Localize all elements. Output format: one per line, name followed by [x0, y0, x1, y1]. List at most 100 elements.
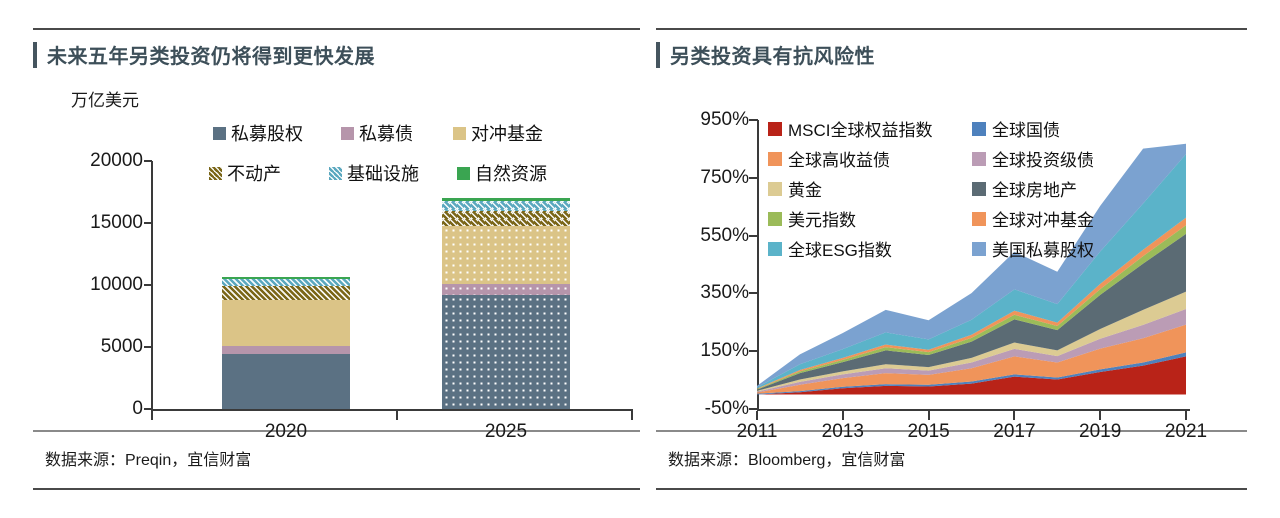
right-plot-area: -50% 150% 350% 550% 750% 950% 2011 2013 2015 2017…	[656, 28, 1247, 442]
legend-swatch-icon	[213, 126, 226, 140]
bar-segment-不动产	[442, 210, 570, 227]
title-accent-bar	[33, 41, 37, 68]
x-tick-label: 2019	[1079, 421, 1122, 442]
legend-item-不动产: 不动产	[209, 160, 281, 186]
y-tick-label: 5000	[100, 336, 143, 357]
right-chart-title: 另类投资具有抗风险性	[670, 46, 875, 68]
y-tick-mark	[144, 284, 152, 286]
legend-swatch-icon	[768, 151, 782, 166]
left-chart-title-wrap: 未来五年另类投资仍将得到更快发展	[33, 40, 375, 69]
legend-item-对冲基金: 对冲基金	[453, 120, 543, 146]
legend-item-全球国债: 全球国债	[972, 116, 1060, 141]
legend-item-MSCI全球权益指数: MSCI全球权益指数	[768, 116, 933, 141]
legend-item-基础设施: 基础设施	[329, 160, 419, 186]
x-tick-label: 2015	[907, 421, 950, 442]
bar-segment-私募债	[442, 283, 570, 296]
x-axis-line	[757, 409, 1190, 411]
legend-label: 基础设施	[347, 164, 419, 184]
x-tick-label: 2011	[736, 421, 778, 442]
area-series-group	[757, 143, 1186, 395]
x-tick-mark	[396, 411, 398, 420]
legend-label: 全球高收益债	[788, 151, 890, 170]
y-tick-label: 350%	[700, 282, 749, 304]
y-tick-mark	[749, 234, 758, 237]
left-plot-area: 0 5000 10000 15000 20000 私募股权 私募债 对冲基金 不动产 基础设施 自然…	[33, 28, 640, 442]
area-series-黄金	[757, 291, 1186, 392]
y-tick-label: 150%	[700, 340, 749, 362]
left-source-note: 数据来源：Preqin，宜信财富	[45, 452, 252, 469]
panel-top-divider	[656, 28, 1247, 30]
y-tick-label: -50%	[704, 398, 749, 419]
panel-top-divider	[33, 28, 640, 30]
legend-item-全球房地产: 全球房地产	[972, 176, 1077, 201]
bar-segment-对冲基金	[222, 299, 350, 346]
y-tick-mark	[144, 346, 152, 348]
source-divider	[656, 430, 1247, 432]
area-series-全球房地产	[757, 233, 1186, 391]
x-tick-label: 2013	[821, 421, 864, 442]
bar-segment-自然资源	[442, 198, 570, 202]
y-tick-label: 950%	[700, 109, 749, 130]
x-tick-mark	[756, 411, 758, 420]
legend-swatch-icon	[457, 166, 470, 180]
legend-item-全球对冲基金: 全球对冲基金	[972, 206, 1094, 231]
legend-swatch-icon	[341, 126, 354, 140]
bar-segment-私募股权	[442, 294, 570, 410]
bar-segment-私募股权	[222, 354, 350, 409]
legend-label: 全球投资级债	[992, 151, 1094, 170]
area-series-全球投资级债	[757, 309, 1186, 393]
right-chart-panel: 另类投资具有抗风险性 -50% 150% 350% 550% 750% 950% 2011 2…	[656, 28, 1247, 490]
source-divider	[33, 430, 640, 432]
y-tick-mark	[144, 408, 152, 410]
x-tick-label: 2020	[264, 421, 308, 442]
legend-label: 美元指数	[788, 211, 856, 230]
bar-segment-基础设施	[222, 279, 350, 287]
y-tick-label: 0	[132, 398, 143, 419]
legend-label: 全球国债	[992, 121, 1060, 140]
bar-segment-自然资源	[222, 276, 350, 280]
y-tick-mark	[749, 350, 758, 353]
x-tick-mark	[1099, 411, 1102, 420]
legend-swatch-icon	[972, 211, 986, 226]
legend-swatch-icon	[209, 166, 222, 180]
y-tick-label: 550%	[700, 224, 749, 246]
y-tick-mark	[749, 176, 758, 179]
area-series-MSCI全球权益指数	[757, 356, 1186, 395]
legend-swatch-icon	[453, 126, 466, 140]
right-source-note: 数据来源：Bloomberg，宜信财富	[668, 452, 906, 469]
left-chart-title: 未来五年另类投资仍将得到更快发展	[47, 46, 375, 68]
title-accent-bar	[656, 41, 660, 68]
y-tick-label: 15000	[90, 212, 143, 233]
legend-label: 私募债	[359, 124, 413, 144]
legend-label: 全球房地产	[992, 181, 1077, 200]
area-series-全球ESG指数	[757, 154, 1186, 389]
y-tick-mark	[749, 408, 758, 410]
legend-label: 黄金	[788, 181, 822, 200]
legend-swatch-icon	[972, 241, 986, 256]
x-tick-mark	[841, 411, 844, 420]
legend-swatch-icon	[768, 211, 782, 226]
bar-segment-对冲基金	[442, 226, 570, 284]
legend-swatch-icon	[329, 166, 342, 180]
left-chart-panel: 未来五年另类投资仍将得到更快发展 万亿美元 0 5000 10000 15000 200…	[33, 28, 640, 490]
legend-swatch-icon	[972, 181, 986, 196]
legend-swatch-icon	[768, 241, 782, 256]
x-tick-mark	[151, 411, 153, 420]
legend-item-全球投资级债: 全球投资级债	[972, 146, 1094, 171]
left-y-axis-unit: 万亿美元	[71, 91, 139, 110]
y-tick-mark	[749, 119, 758, 121]
y-tick-label: 750%	[700, 166, 749, 188]
x-tick-label: 2017	[993, 421, 1036, 442]
x-axis-line	[151, 409, 633, 411]
y-axis-line	[151, 161, 153, 410]
x-tick-mark	[631, 411, 633, 420]
bar-segment-不动产	[222, 286, 350, 300]
legend-item-美国私募股权: 美国私募股权	[972, 236, 1094, 261]
legend-label: MSCI全球权益指数	[788, 121, 933, 140]
legend-label: 自然资源	[475, 164, 547, 184]
legend-label: 私募股权	[231, 124, 303, 144]
x-tick-mark	[1185, 411, 1187, 420]
legend-label: 对冲基金	[471, 124, 543, 144]
legend-item-全球ESG指数: 全球ESG指数	[768, 236, 892, 261]
